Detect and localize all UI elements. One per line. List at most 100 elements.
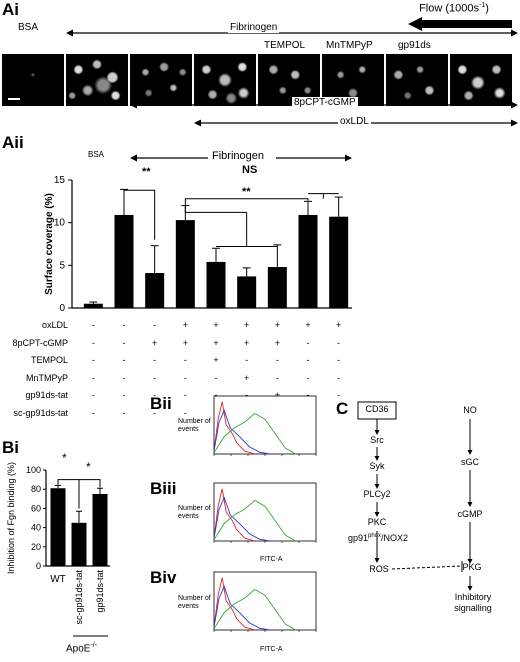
matrix-cell: - — [183, 372, 187, 383]
panel-aii-label: Aii — [2, 133, 24, 152]
flow-histogram-biii — [213, 482, 317, 543]
hist1-ylabel: Number of events — [178, 418, 211, 433]
aii-ns: NS — [242, 164, 258, 176]
chart-a-bracket-1 — [123, 189, 156, 240]
chart-b-ytick-label: 60 — [31, 503, 41, 513]
ai-cgmp-label: 8pCPT-cGMP — [292, 97, 358, 108]
matrix-cell: - — [306, 372, 310, 383]
chart-a-bar — [145, 273, 165, 308]
matrix-cell: - — [91, 372, 95, 383]
panel-c-label: C — [336, 399, 349, 418]
chart-b-ytick-label: 0 — [36, 561, 41, 571]
micrograph-scramble — [450, 54, 512, 106]
ai-tempol-label: TEMPOL — [264, 40, 306, 51]
chart-a-ytick-label: 5 — [59, 260, 65, 271]
aii-bsa-label: BSA — [88, 150, 105, 159]
signalling-diagram — [357, 401, 473, 591]
matrix-cell: - — [214, 390, 218, 400]
matrix-cell: - — [214, 372, 218, 383]
chart-a-ytick-label: 15 — [54, 175, 66, 186]
matrix-cell: + — [244, 337, 250, 348]
chart-b-category-label: WT — [50, 574, 66, 585]
hist3-ylabel: Number of events — [178, 595, 211, 610]
matrix-cell: - — [275, 355, 279, 365]
matrix-cell: + — [213, 320, 219, 330]
matrix-cell: - — [122, 320, 126, 330]
matrix-cell: - — [153, 372, 157, 383]
panel-bii-label: Bii — [150, 394, 172, 413]
ai-gp91ds-label: gp91ds — [398, 40, 431, 51]
matrix-cell: - — [245, 355, 249, 365]
matrix-cell: - — [306, 337, 310, 348]
hist3-xlabel: FITC-A — [260, 646, 283, 653]
ai-oxldl-label: oxLDL — [338, 116, 371, 127]
matrix-cell: + — [274, 337, 280, 348]
matrix-cell: - — [337, 390, 341, 400]
node-pkg: PKG — [462, 562, 482, 572]
chart-a-bar — [237, 276, 257, 308]
matrix-cell: - — [122, 372, 126, 383]
matrix-cell: - — [183, 355, 187, 365]
matrix-cell: + — [182, 337, 188, 348]
ai-fibrinogen-arrow — [66, 29, 518, 37]
matrix-cell: - — [91, 407, 95, 418]
chart-b-ytick-label: 80 — [31, 484, 41, 494]
aii-fibrinogen-arrow — [130, 154, 352, 162]
flow-histogram-biv — [213, 571, 317, 632]
bi-sig-2: * — [86, 460, 91, 474]
chart-a-bracket-2 — [184, 203, 247, 213]
matrix-cell: - — [91, 337, 95, 348]
matrix-row-label: gp91ds-tat — [25, 390, 68, 400]
flow-histogram-bii — [213, 395, 317, 456]
histogram-curve-blue — [213, 585, 271, 631]
matrix-cell: - — [122, 390, 126, 400]
chart-a-bar — [298, 214, 318, 308]
matrix-row-label: 8pCPT-cGMP — [12, 337, 68, 348]
matrix-cell: - — [275, 372, 279, 383]
aii-fibrinogen-label: Fibrinogen — [212, 150, 264, 162]
matrix-cell: + — [274, 320, 280, 330]
micrograph-bsa — [2, 54, 64, 106]
matrix-cell: - — [122, 355, 126, 365]
chart-b-ytick-label: 40 — [31, 523, 41, 533]
micrograph-gp91ds — [386, 54, 448, 106]
matrix-cell: - — [306, 390, 310, 400]
hist2-ylabel: Number of events — [178, 505, 211, 520]
matrix-cell: - — [245, 390, 249, 400]
chart-a-bar — [114, 214, 134, 308]
surface-coverage-chart: Surface coverage (%) 0 5 10 15 — [44, 175, 352, 314]
matrix-row-label: sc-gp91ds-tat — [13, 407, 68, 418]
chart-b-category-label: sc-gp91ds-tat — [74, 570, 84, 625]
node-cgmp: cGMP — [457, 509, 483, 519]
matrix-cell: + — [213, 337, 219, 348]
node-inhibitory-signalling: Inhibitory signalling — [454, 592, 492, 613]
matrix-cell: + — [305, 320, 311, 330]
aii-sig-2: ** — [242, 186, 251, 198]
histogram-curve-green — [213, 412, 296, 455]
ai-mntmpyp-label: MnTMPyP — [326, 40, 373, 51]
matrix-cell: + — [336, 320, 342, 330]
matrix-cell: + — [213, 355, 219, 365]
matrix-row-label: MnTMPyP — [25, 372, 68, 383]
histogram-frame — [213, 482, 317, 542]
histogram-curve-green — [213, 499, 296, 542]
matrix-cell: - — [91, 390, 95, 400]
panel-ai-label: Ai — [2, 0, 19, 19]
matrix-cell: - — [153, 390, 157, 400]
matrix-cell: + — [182, 320, 188, 330]
ai-bsa-label: BSA — [18, 22, 39, 33]
matrix-cell: - — [153, 320, 157, 330]
histogram-frame — [213, 395, 317, 455]
node-cd36: CD36 — [365, 404, 389, 414]
node-sgc: sGC — [461, 457, 479, 467]
matrix-cell: - — [306, 355, 310, 365]
chart-b-bar — [71, 522, 87, 566]
chart-a-bracket-ns — [184, 198, 309, 204]
chart-a-ylabel: Surface coverage (%) — [44, 193, 55, 295]
chart-b-bracket-2 — [78, 479, 101, 509]
node-no: NO — [463, 405, 477, 415]
matrix-cell: - — [91, 320, 95, 330]
chart-a-bar — [206, 261, 226, 308]
histogram-curve-red — [213, 488, 255, 542]
matrix-cell: - — [337, 355, 341, 365]
